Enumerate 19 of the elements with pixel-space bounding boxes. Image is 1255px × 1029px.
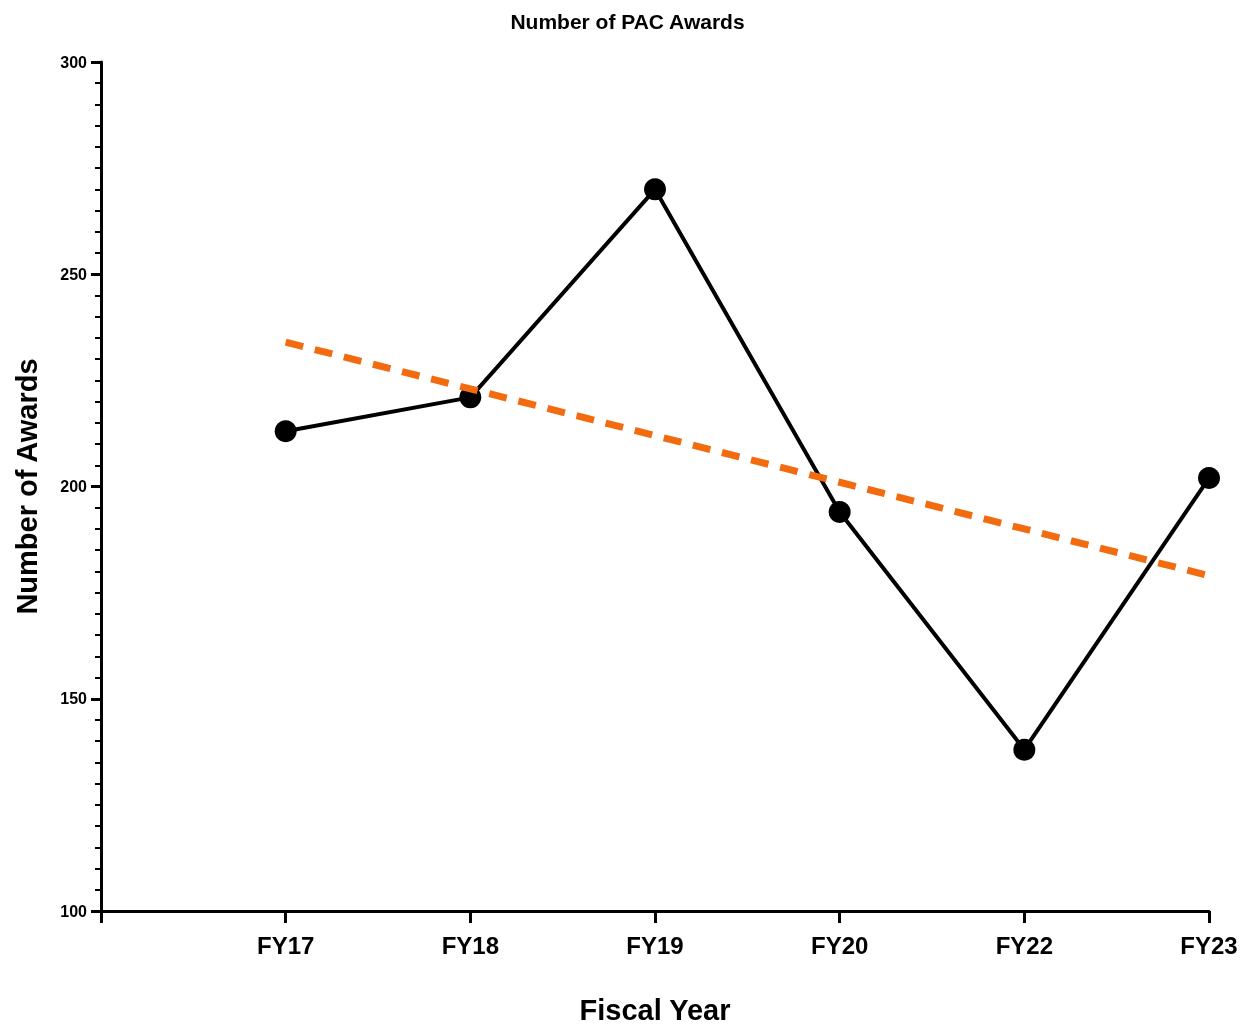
y-tick-label: 250	[60, 265, 88, 283]
x-tick-label: FY22	[995, 931, 1054, 959]
x-tick-label: FY19	[626, 931, 684, 959]
x-tick-label: FY17	[256, 931, 315, 959]
x-tick-label: FY20	[810, 931, 869, 959]
x-tick-label: FY23	[1180, 931, 1238, 959]
point	[828, 500, 851, 523]
y-tick-label: 100	[60, 902, 88, 920]
y-tick-label: 200	[60, 478, 88, 495]
y-axis-title: Number of Awards	[10, 358, 43, 615]
chart-title: Number of PAC Awards	[510, 10, 745, 33]
point	[644, 178, 666, 201]
point	[274, 420, 297, 443]
y-tick-label: 300	[60, 53, 88, 71]
point	[1013, 738, 1036, 761]
x-axis-title: Fiscal Year	[579, 993, 731, 1026]
point	[1198, 467, 1220, 489]
y-tick-label: 150	[60, 690, 88, 708]
x-tick-label: FY18	[441, 931, 500, 959]
